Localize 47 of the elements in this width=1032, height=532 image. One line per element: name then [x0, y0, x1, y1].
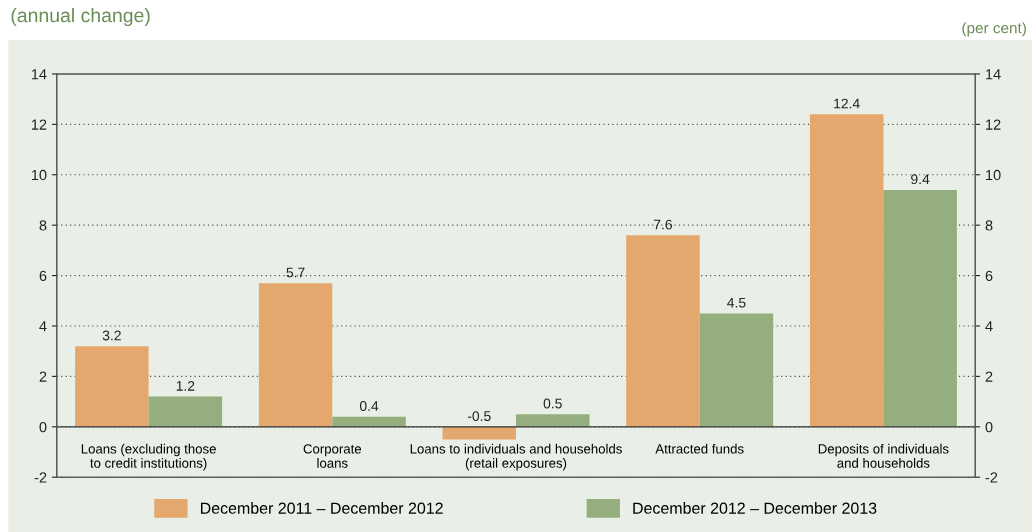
bar	[516, 414, 590, 427]
data-label: 7.6	[654, 219, 672, 230]
y2-tick-label: 8	[985, 220, 993, 231]
bar	[883, 189, 957, 427]
bar	[809, 114, 884, 427]
y2-tick-label: 10	[986, 169, 1001, 181]
bar	[148, 396, 223, 427]
bar	[258, 283, 333, 427]
x-tick-label: Corporate loans	[303, 444, 362, 468]
data-label: 9.4	[911, 174, 930, 185]
y-tick-label: 10	[31, 169, 47, 181]
bar	[442, 426, 516, 440]
y-tick-label: -2	[34, 472, 47, 483]
y2-tick-label: 4	[985, 321, 993, 332]
y-tick-label: 6	[39, 270, 47, 281]
data-label: -0.5	[467, 411, 491, 422]
y-tick-label: 2	[39, 371, 47, 382]
bar	[699, 313, 774, 427]
y2-tick-label: -2	[985, 472, 998, 483]
y-tick-label: 4	[39, 321, 47, 332]
text: (per cent)	[962, 22, 1026, 37]
data-label: 1.2	[176, 380, 195, 391]
y-tick-label: 8	[39, 220, 47, 231]
bar	[332, 416, 406, 427]
x-tick-label: Loans (excluding those to credit institutions)	[81, 443, 216, 471]
y-tick-label: 14	[31, 69, 47, 80]
x-tick-label: Loans to individuals and households (retail exposures)	[410, 443, 622, 471]
x-tick-label: Attracted funds	[655, 443, 744, 454]
y2-tick-label: 6	[985, 270, 993, 281]
y2-tick-label: 14	[986, 69, 1001, 80]
bar	[75, 346, 149, 427]
data-label: 3.2	[102, 330, 121, 341]
legend-label: December 2012 – December 2013	[633, 502, 877, 514]
data-label: 5.7	[286, 267, 305, 278]
y-tick-label: 12	[31, 119, 47, 130]
bar	[626, 235, 700, 427]
chart-title: (annual change)	[11, 7, 150, 27]
data-label: 4.5	[727, 297, 746, 308]
y2-tick-label: 0	[985, 421, 993, 433]
data-label: 12.4	[834, 98, 860, 109]
legend-label: December 2011 – December 2012	[200, 502, 443, 514]
y2-tick-label: 2	[985, 371, 993, 382]
x-tick-label: Deposits of individuals and households	[818, 443, 949, 468]
y-tick-label: 0	[39, 421, 47, 433]
data-label: 0.4	[359, 401, 379, 411]
data-label: 0.5	[543, 398, 562, 409]
y2-tick-label: 12	[986, 119, 1001, 130]
